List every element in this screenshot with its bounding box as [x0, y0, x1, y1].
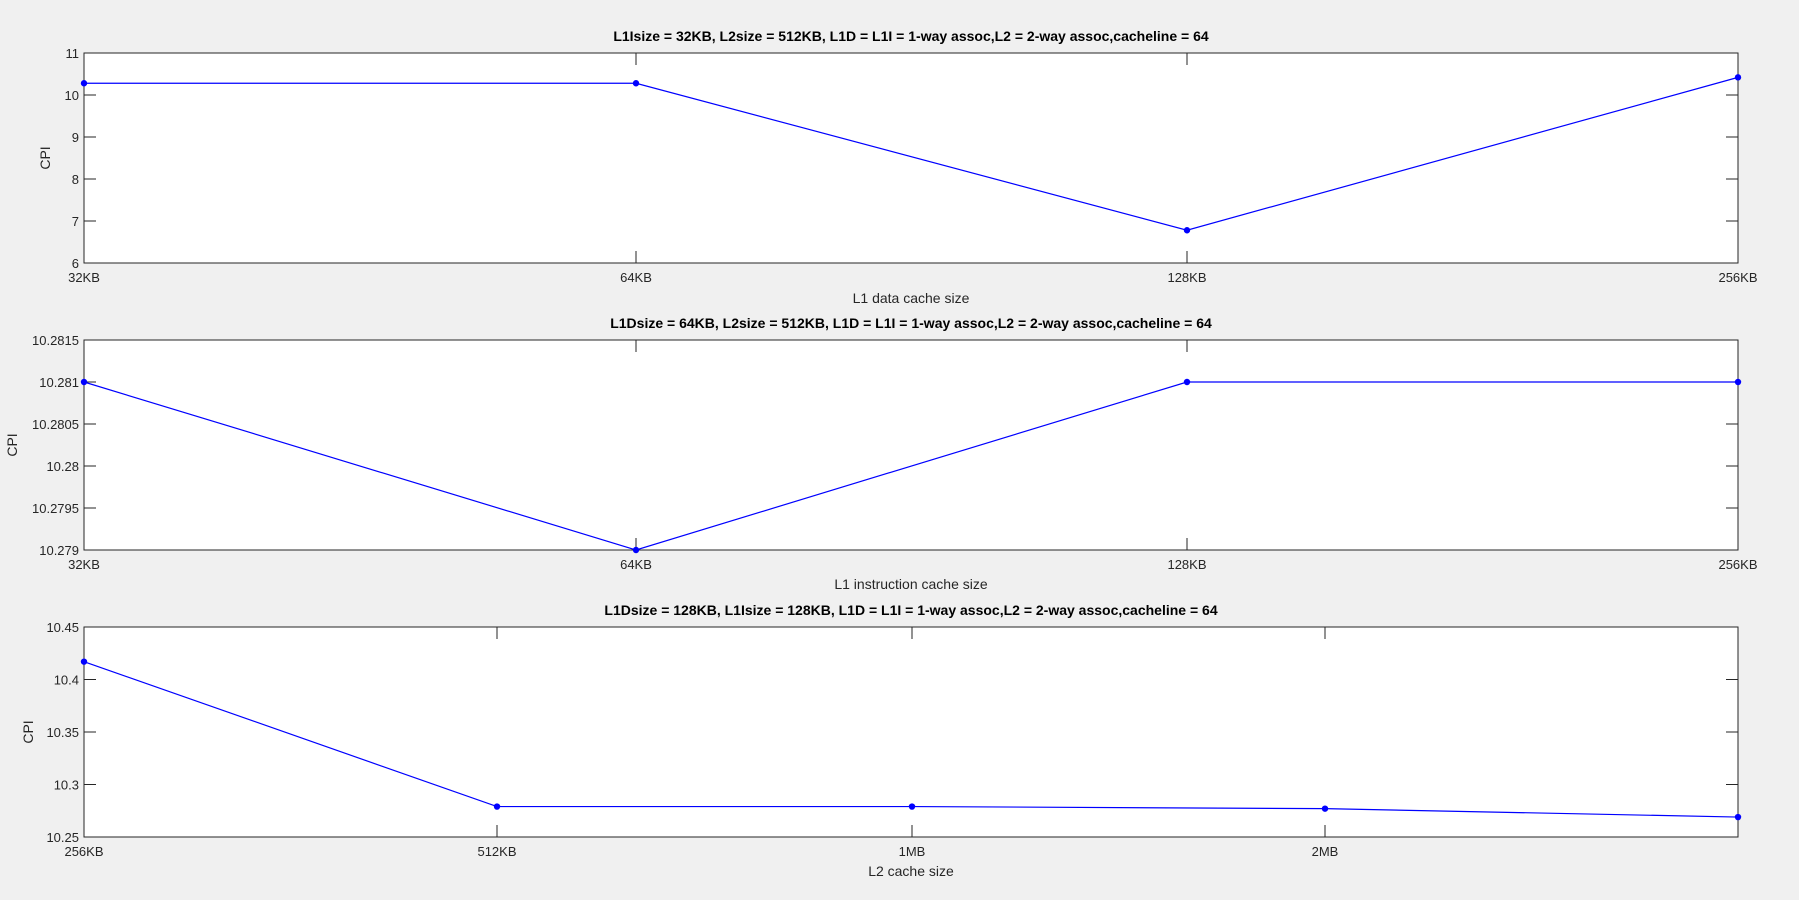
x-axis-label: L1 data cache size [853, 290, 970, 306]
data-point [1734, 378, 1742, 386]
subplot-title: L1Dsize = 128KB, L1Isize = 128KB, L1D = … [604, 602, 1217, 618]
y-axis-label: CPI [4, 433, 20, 456]
subplot-1: L1Isize = 32KB, L2size = 512KB, L1D = L1… [37, 28, 1758, 306]
y-tick-label: 10.25 [46, 830, 79, 845]
y-tick-label: 10.279 [39, 543, 79, 558]
y-tick-label: 6 [72, 256, 79, 271]
x-tick-label: 32KB [68, 557, 100, 572]
plot-area [83, 52, 1739, 264]
data-point [80, 658, 88, 665]
y-tick-label: 10.281 [39, 375, 79, 390]
x-tick-label: 64KB [620, 557, 652, 572]
x-tick-label: 128KB [1167, 270, 1206, 285]
x-tick-label: 2MB [1312, 844, 1339, 859]
data-point [632, 80, 640, 87]
subplot-3: L1Dsize = 128KB, L1Isize = 128KB, L1D = … [20, 602, 1742, 879]
x-tick-label: 256KB [1718, 557, 1757, 572]
x-axis-label: L1 instruction cache size [834, 576, 988, 592]
subplot-title: L1Isize = 32KB, L2size = 512KB, L1D = L1… [613, 28, 1209, 44]
data-point [1321, 805, 1329, 812]
x-tick-label: 128KB [1167, 557, 1206, 572]
data-point [80, 80, 88, 87]
x-tick-label: 256KB [1718, 270, 1757, 285]
x-tick-label: 64KB [620, 270, 652, 285]
y-tick-label: 10.2805 [32, 417, 79, 432]
data-point [632, 546, 640, 554]
x-tick-label: 512KB [477, 844, 516, 859]
y-tick-label: 10.45 [46, 620, 79, 635]
data-point [493, 803, 501, 810]
y-tick-label: 7 [72, 214, 79, 229]
data-point [1183, 378, 1191, 386]
y-tick-label: 10.3 [54, 778, 79, 793]
series-line [83, 381, 1738, 551]
x-tick-label: 256KB [64, 844, 103, 859]
y-tick-label: 10 [65, 88, 79, 103]
subplot-2: L1Dsize = 64KB, L2size = 512KB, L1D = L1… [4, 315, 1758, 592]
subplot-title: L1Dsize = 64KB, L2size = 512KB, L1D = L1… [610, 315, 1212, 331]
y-tick-label: 8 [72, 172, 79, 187]
plot-area [83, 339, 1739, 551]
data-point [1183, 227, 1191, 234]
x-tick-label: 32KB [68, 270, 100, 285]
x-axis-label: L2 cache size [868, 863, 954, 879]
y-tick-label: 10.2815 [32, 333, 79, 348]
y-tick-label: 10.35 [46, 725, 79, 740]
y-tick-label: 9 [72, 130, 79, 145]
y-tick-label: 11 [66, 46, 80, 61]
data-point [908, 803, 916, 810]
y-axis-label: CPI [20, 720, 36, 743]
y-axis-label: CPI [37, 146, 53, 169]
y-tick-label: 10.2795 [32, 501, 79, 516]
data-point [80, 378, 88, 386]
y-tick-label: 10.4 [54, 673, 79, 688]
x-tick-label: 1MB [899, 844, 926, 859]
plot-area [83, 626, 1739, 838]
series-line [84, 76, 1739, 231]
data-point [1734, 74, 1742, 81]
y-tick-label: 10.28 [46, 459, 79, 474]
data-point [1734, 813, 1742, 821]
